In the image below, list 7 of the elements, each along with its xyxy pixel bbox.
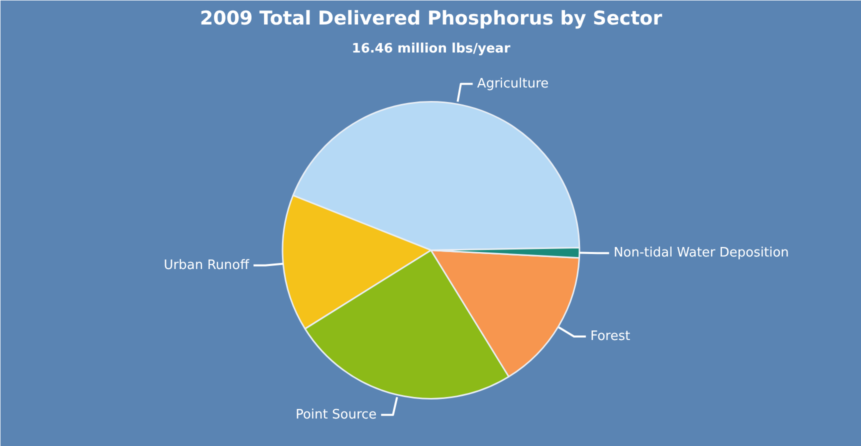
chart-title: 2009 Total Delivered Phosphorus by Sector (200, 8, 663, 30)
slice-label: Agriculture (477, 76, 549, 92)
chart-subtitle: 16.46 million lbs/year (352, 42, 511, 56)
slice-label: Point Source (296, 407, 377, 422)
slice-label: Forest (590, 329, 630, 344)
slice-label: Urban Runoff (164, 258, 250, 273)
slice-label: Non-tidal Water Deposition (614, 246, 789, 261)
